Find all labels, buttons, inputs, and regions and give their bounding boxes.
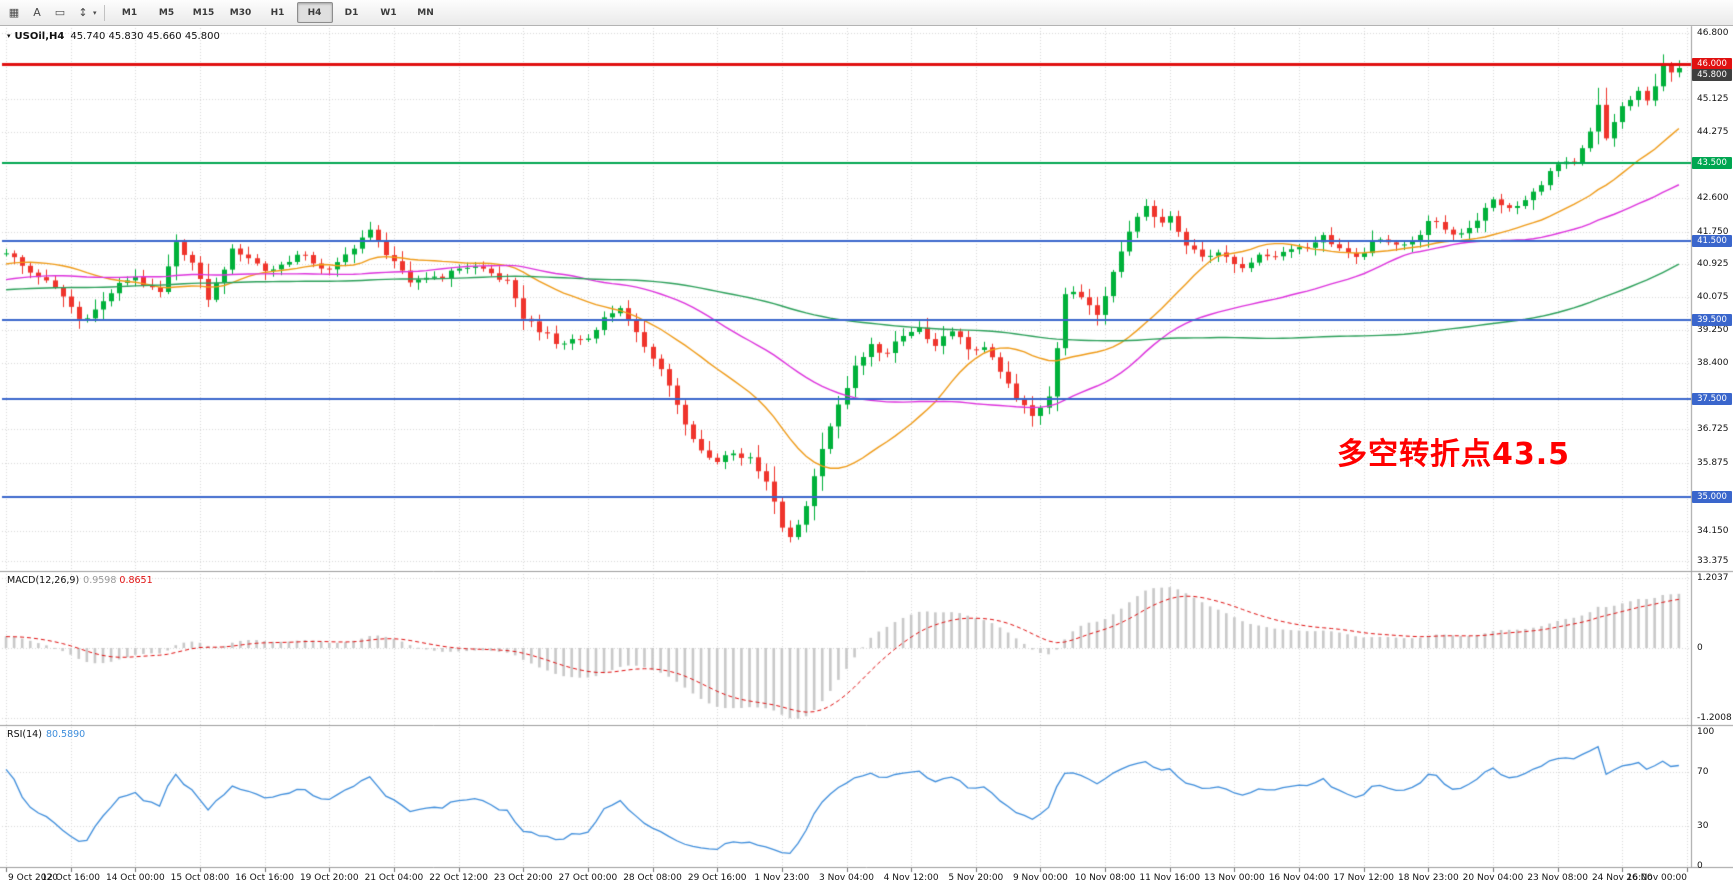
toolbar-separator [103, 4, 105, 21]
date-tick-label: 4 Nov 12:00 [883, 873, 939, 883]
date-tick-label: 26 Nov 00:00 [1626, 873, 1687, 883]
macd-indicator-label: MACD(12,26,9) 0.9598 0.8651 [7, 575, 153, 586]
date-tick-label: 15 Oct 08:00 [170, 873, 230, 883]
date-tick-label: 9 Oct 2020 [8, 873, 58, 883]
chart-text-annotation[interactable]: 多空转折点43.5 [1337, 437, 1571, 472]
rsi-scale-label: 70 [1697, 767, 1709, 778]
chart-window-menu-icon[interactable]: ▦ [8, 6, 20, 19]
price-scale-label: 45.125 [1697, 93, 1729, 104]
date-tick-label: 27 Oct 00:00 [558, 873, 618, 883]
macd-scale-label: -1.2008 [1697, 712, 1732, 723]
price-scale-label: 33.375 [1697, 556, 1729, 566]
ohlc-values: 45.740 45.830 45.660 45.800 [70, 31, 220, 42]
timeframe-bar: M1 M5 M15 M30 H1 H4 D1 W1 MN [112, 2, 444, 23]
price-scale-label: 36.725 [1697, 424, 1729, 435]
date-tick-label: 20 Nov 04:00 [1462, 873, 1524, 883]
date-tick-label: 13 Nov 00:00 [1204, 873, 1265, 883]
macd-signal-value: 0.8651 [119, 575, 153, 586]
date-tick-label: 3 Nov 04:00 [819, 873, 874, 883]
rsi-indicator-label: RSI(14) 80.5890 [7, 729, 85, 740]
rsi-name: RSI(14) [7, 729, 42, 740]
timeframe-button-h1[interactable]: H1 [270, 7, 285, 18]
date-tick-label: 10 Nov 08:00 [1074, 873, 1136, 883]
rsi-scale-label: 100 [1697, 727, 1715, 737]
symbol-timeframe-label: USOil,H4 [14, 31, 65, 42]
date-tick-label: 19 Oct 20:00 [299, 873, 359, 883]
price-scale-label: 40.075 [1697, 292, 1729, 303]
macd-name: MACD(12,26,9) [7, 575, 80, 586]
price-scale-label: 39.250 [1697, 324, 1729, 335]
price-scale-label: 44.275 [1697, 127, 1729, 138]
level-39-5-badge: 39.500 [1692, 314, 1732, 327]
date-tick-label: 17 Nov 12:00 [1333, 873, 1395, 883]
price-scale-label: 40.925 [1697, 259, 1729, 270]
timeframe-button-d1[interactable]: D1 [344, 7, 359, 18]
rsi-value: 80.5890 [45, 729, 86, 740]
date-tick-label: 12 Oct 16:00 [41, 873, 101, 883]
date-tick-label: 23 Nov 08:00 [1527, 873, 1588, 883]
price-scale-label: 42.600 [1697, 193, 1729, 204]
date-tick-label: 16 Nov 04:00 [1268, 873, 1330, 883]
collapse-ohlc-icon[interactable]: ▾ [7, 32, 11, 40]
timeframe-button-w1[interactable]: W1 [380, 7, 397, 18]
rsi-scale-label: 30 [1697, 820, 1709, 831]
rsi-scale-label: 0 [1697, 861, 1703, 871]
timeframe-button-m30[interactable]: M30 [229, 7, 252, 18]
toolbar-tools: ▦ A ▭ ↕ ▾ [3, 3, 97, 23]
timeframe-button-m5[interactable]: M5 [158, 7, 175, 18]
date-tick-label: 24 Nov 16:00 [1591, 873, 1653, 883]
date-tick-label: 23 Oct 20:00 [493, 873, 553, 883]
date-tick-label: 18 Nov 23:00 [1398, 873, 1459, 883]
symbol-ohlc-line: ▾ USOil,H4 45.740 45.830 45.660 45.800 [7, 31, 220, 42]
shapes-tool-icon[interactable]: ▭ [54, 6, 66, 19]
macd-scale-label: 0 [1697, 643, 1703, 653]
price-scale-label: 34.150 [1697, 525, 1729, 536]
date-tick-label: 11 Nov 16:00 [1139, 873, 1201, 883]
date-tick-label: 22 Oct 12:00 [429, 873, 488, 883]
date-tick-label: 1 Nov 23:00 [754, 873, 810, 883]
price-scale-label: 46.800 [1697, 28, 1729, 38]
dropdown-caret-icon[interactable]: ▾ [93, 8, 97, 17]
date-tick-label: 16 Oct 16:00 [235, 873, 294, 883]
date-tick-label: 21 Oct 04:00 [364, 873, 424, 883]
pivot-43-5-badge: 43.500 [1692, 156, 1732, 169]
cycle-lines-tool-icon[interactable]: ↕ [78, 6, 88, 19]
date-axis[interactable]: 9 Oct 2020 12 Oct 16:00 14 Oct 00:00 15 Oct… [0, 868, 1691, 892]
text-label-tool-icon[interactable]: A [33, 6, 41, 19]
price-scale-label: 41.750 [1697, 226, 1729, 237]
timeframe-button-mn[interactable]: MN [417, 7, 434, 18]
timeframe-button-m1[interactable]: M1 [121, 7, 138, 18]
level-37-5-badge: 37.500 [1692, 392, 1732, 405]
timeframe-button-m15[interactable]: M15 [192, 7, 215, 18]
date-tick-label: 28 Oct 08:00 [623, 873, 682, 883]
toolbar: ▦ A ▭ ↕ ▾ M1 M5 M15 M30 H1 H4 D1 W1 MN [0, 0, 1733, 26]
price-scale-label: 38.400 [1697, 358, 1729, 369]
date-tick-label: 5 Nov 20:00 [948, 873, 1004, 883]
macd-main-value: 0.9598 [83, 575, 117, 586]
current-price-badge: 45.800 [1692, 69, 1732, 82]
price-scale-column[interactable]: 46.800 45.125 44.275 42.600 41.750 40.925 40.0… [1691, 0, 1733, 871]
level-35-badge: 35.000 [1692, 491, 1732, 504]
date-tick-label: 9 Nov 00:00 [1012, 873, 1068, 883]
date-tick-label: 14 Oct 00:00 [105, 873, 165, 883]
timeframe-button-h4[interactable]: H4 [296, 2, 333, 23]
level-41-5-badge: 41.500 [1692, 235, 1732, 248]
price-scale-label: 35.875 [1697, 457, 1729, 468]
date-tick-label: 29 Oct 16:00 [687, 873, 747, 883]
resistance-46-badge: 46.000 [1692, 58, 1732, 71]
macd-scale-label: 1.2037 [1697, 573, 1729, 583]
